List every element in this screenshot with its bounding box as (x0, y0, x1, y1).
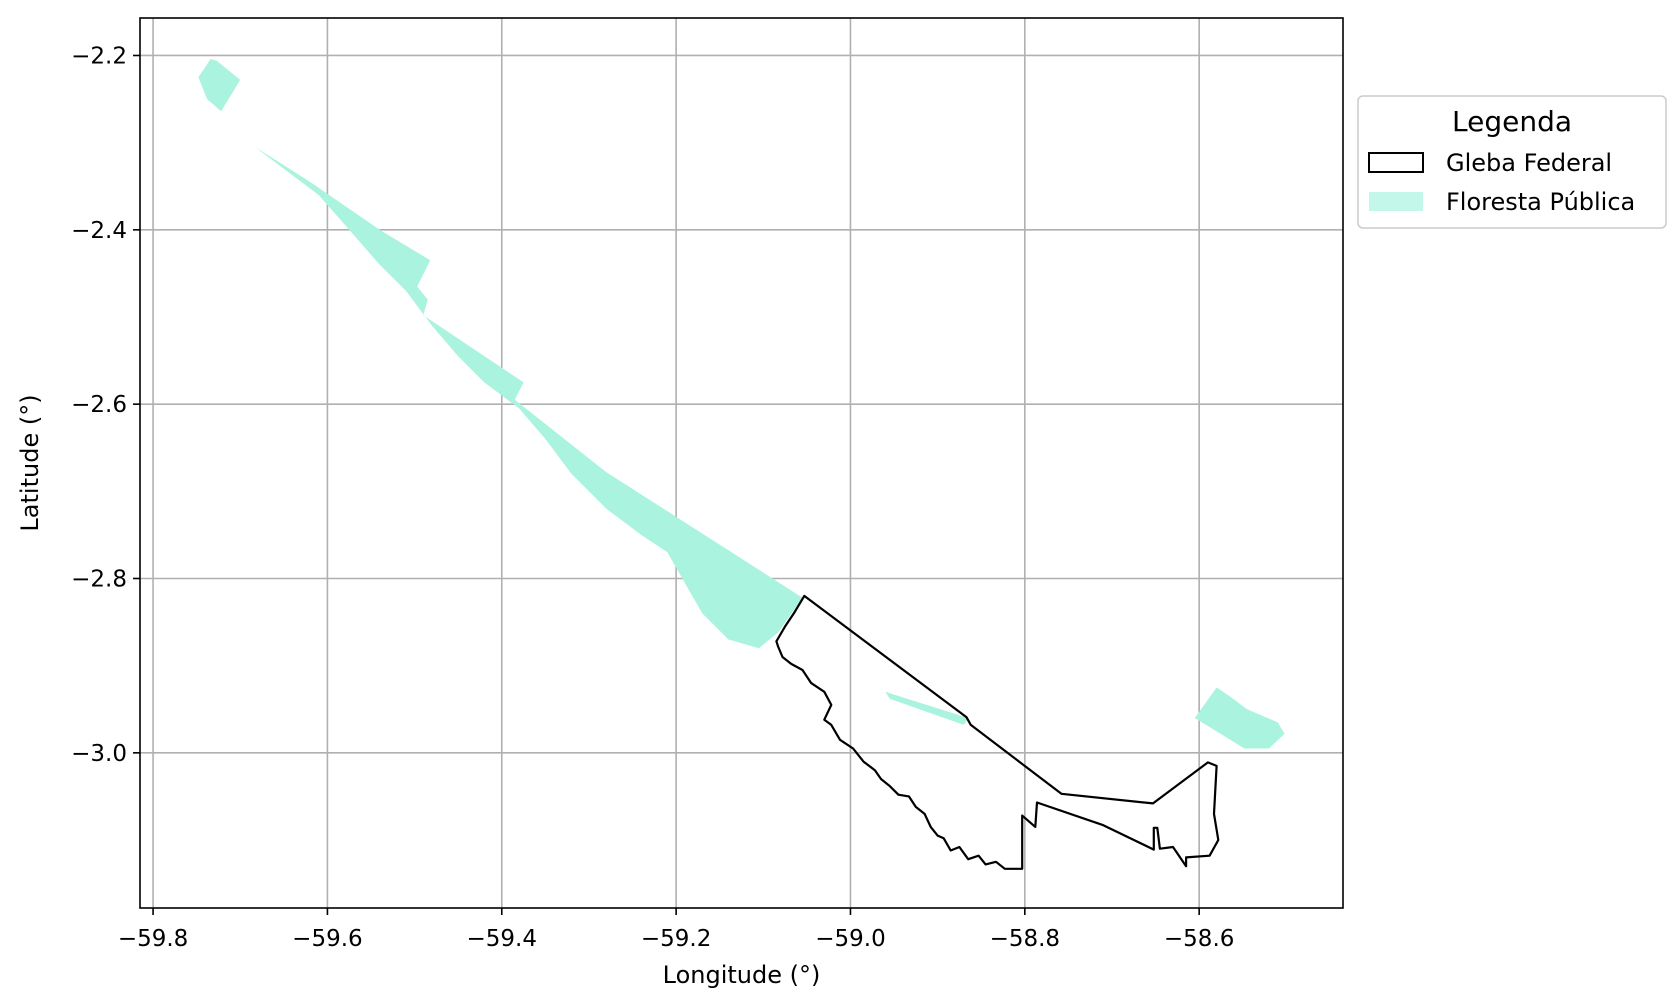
x-tick-label: −59.2 (641, 926, 711, 952)
grid-lines (140, 18, 1343, 908)
axis-ticks: −59.8 −59.6 −59.4 −59.2 −59.0 −58.8 −58.6 −2.2 −… (71, 43, 1234, 952)
legend-label-gleba-federal: Gleba Federal (1446, 149, 1612, 177)
y-tick-label: −2.8 (71, 566, 127, 592)
x-tick-label: −58.8 (990, 926, 1060, 952)
x-axis-label: Longitude (°) (663, 961, 821, 989)
legend-swatch-floresta-publica (1369, 192, 1423, 211)
x-tick-label: −58.6 (1164, 926, 1234, 952)
legend-label-floresta-publica: Floresta Pública (1446, 188, 1635, 216)
legend: Legenda Gleba Federal Floresta Pública (1358, 96, 1666, 228)
y-tick-label: −2.6 (71, 392, 127, 418)
floresta-publica-polygon (255, 147, 802, 648)
x-tick-label: −59.4 (467, 926, 537, 952)
plot-frame (140, 18, 1343, 908)
x-tick-label: −59.8 (118, 926, 188, 952)
floresta-publica-polygon (198, 59, 240, 111)
y-axis-label: Latitude (°) (16, 394, 44, 531)
y-tick-label: −2.4 (71, 218, 127, 244)
y-tick-label: −2.2 (71, 43, 127, 69)
legend-title: Legenda (1452, 105, 1572, 138)
x-tick-label: −59.6 (292, 926, 362, 952)
y-tick-label: −3.0 (71, 741, 127, 767)
map-layers (198, 59, 1284, 869)
gleba-federal-polygon (776, 596, 1218, 869)
floresta-publica-polygon (1195, 688, 1285, 749)
x-tick-label: −59.0 (815, 926, 885, 952)
